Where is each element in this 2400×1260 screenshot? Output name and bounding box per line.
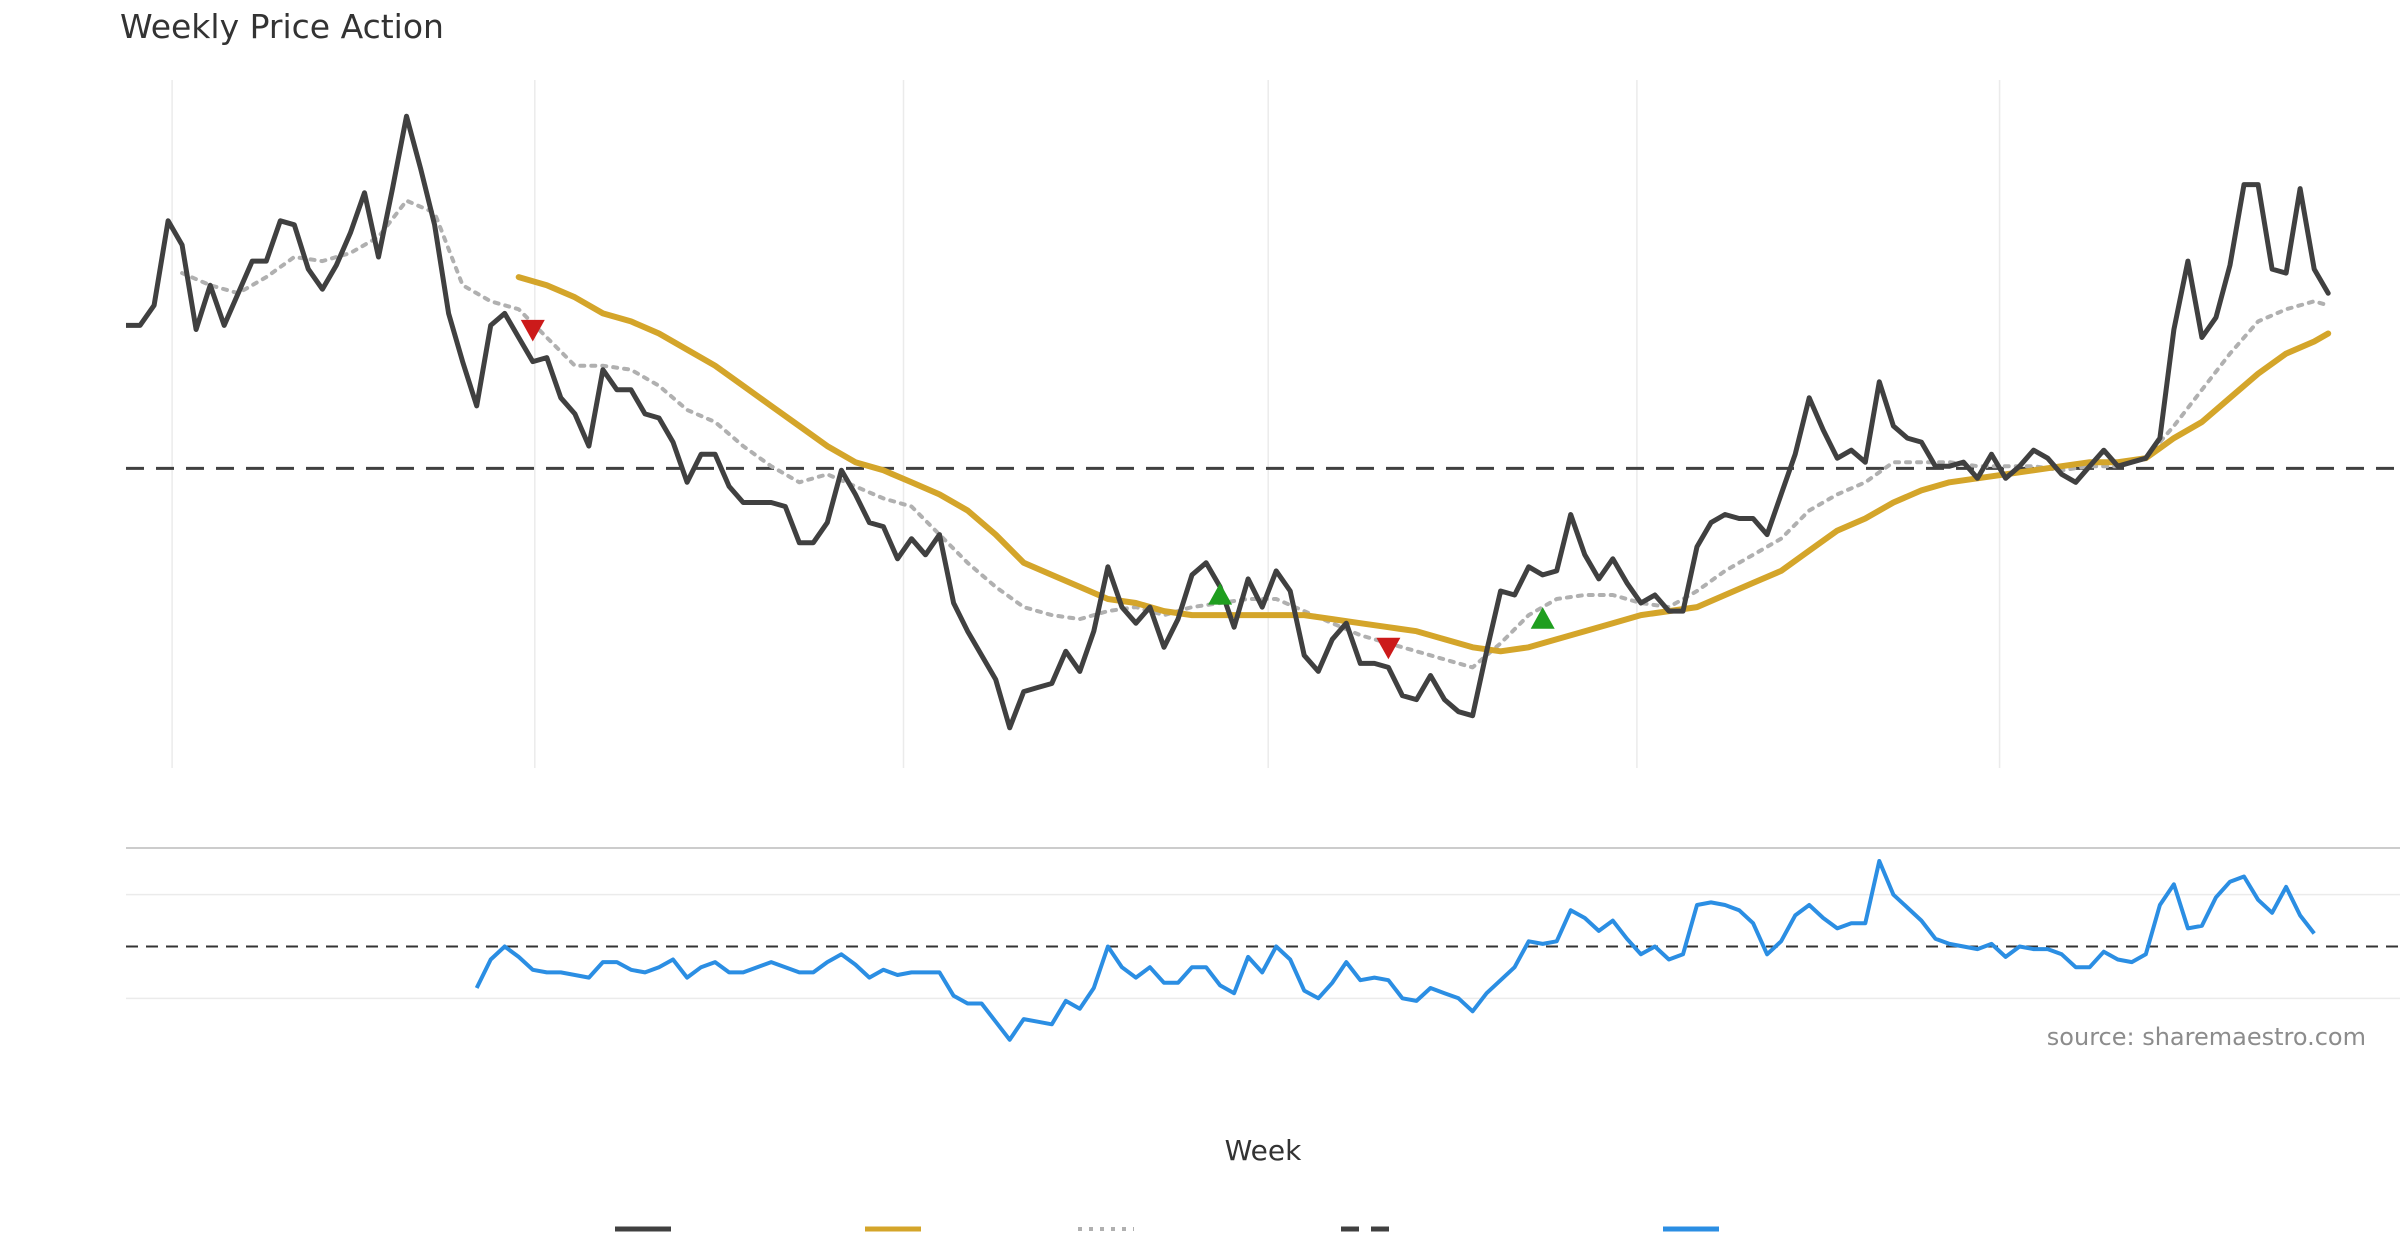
sell-signal-marker [520, 319, 545, 342]
source-label: source: sharemaestro.com [2047, 1023, 2366, 1051]
x-axis-label: Week [1225, 1134, 1302, 1167]
price-panel [126, 80, 2400, 768]
mrs-panel [126, 847, 2400, 1042]
buy-signal-marker [1208, 582, 1233, 605]
series-weekly-close [126, 113, 2331, 731]
chart-title: Weekly Price Action [120, 7, 444, 46]
series-30w-wma [515, 274, 2332, 655]
buy-signal-marker [1530, 607, 1555, 629]
sell-signal-marker [1376, 637, 1401, 660]
series-mrs-vs-hsi [474, 859, 2316, 1042]
